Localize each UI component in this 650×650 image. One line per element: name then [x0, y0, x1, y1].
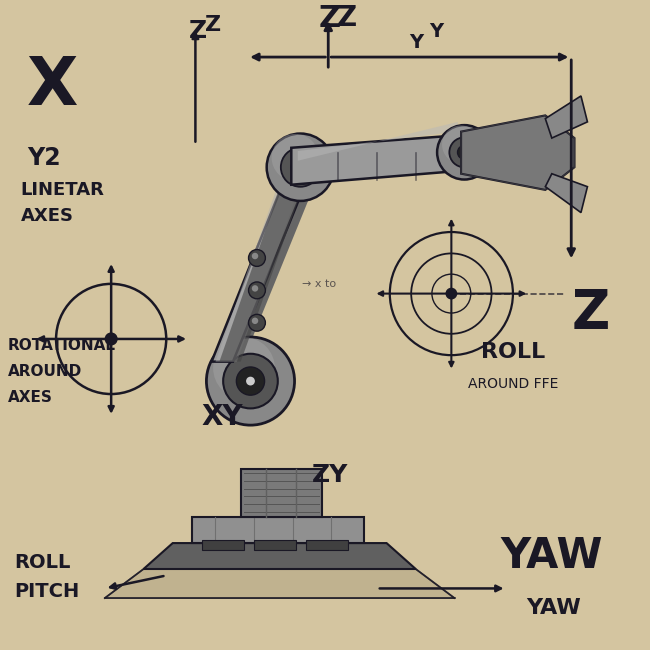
Polygon shape [192, 517, 364, 543]
Text: Z: Z [189, 19, 207, 43]
Circle shape [248, 250, 265, 266]
Text: ZY: ZY [312, 463, 348, 487]
Circle shape [248, 282, 265, 299]
Text: Y: Y [429, 21, 443, 41]
Text: PITCH: PITCH [14, 582, 79, 601]
Circle shape [272, 134, 318, 181]
Text: AROUND: AROUND [7, 364, 82, 379]
Circle shape [449, 137, 479, 167]
Polygon shape [306, 540, 348, 549]
Polygon shape [291, 135, 464, 185]
Polygon shape [545, 96, 588, 138]
Text: YAW: YAW [526, 598, 580, 618]
Text: XY: XY [202, 403, 244, 431]
Text: Z: Z [571, 287, 610, 339]
Text: → x to: → x to [302, 279, 337, 289]
Circle shape [442, 125, 480, 164]
Circle shape [246, 376, 255, 385]
Circle shape [266, 133, 334, 201]
Text: YAW: YAW [500, 535, 603, 577]
Polygon shape [240, 469, 322, 517]
Circle shape [105, 333, 117, 344]
Text: Y2: Y2 [27, 146, 60, 170]
Polygon shape [216, 167, 306, 361]
Circle shape [252, 285, 258, 292]
Circle shape [213, 337, 275, 399]
Text: Z: Z [318, 4, 341, 32]
Text: AXES: AXES [7, 390, 53, 405]
Circle shape [223, 354, 278, 408]
Circle shape [207, 337, 294, 425]
Text: Z: Z [337, 4, 357, 32]
Circle shape [237, 367, 265, 395]
Polygon shape [219, 167, 309, 361]
Polygon shape [545, 174, 588, 213]
Circle shape [446, 289, 456, 299]
Text: AXES: AXES [20, 207, 73, 225]
Polygon shape [144, 543, 416, 569]
Circle shape [291, 158, 310, 177]
Text: ROLL: ROLL [480, 342, 545, 362]
Text: Z: Z [205, 15, 221, 34]
Polygon shape [105, 569, 454, 598]
Text: X: X [27, 53, 78, 119]
Circle shape [297, 164, 304, 170]
Polygon shape [221, 167, 320, 361]
Circle shape [437, 125, 491, 179]
Text: Y: Y [410, 32, 423, 51]
Circle shape [248, 315, 265, 332]
Circle shape [462, 150, 467, 155]
Circle shape [281, 148, 320, 187]
Polygon shape [461, 116, 575, 190]
Polygon shape [202, 540, 244, 549]
Polygon shape [212, 167, 311, 361]
Text: ROLL: ROLL [14, 553, 70, 572]
Circle shape [252, 253, 258, 259]
Text: ROTATIONAL: ROTATIONAL [7, 338, 116, 353]
Circle shape [458, 146, 471, 159]
Circle shape [252, 318, 258, 324]
Text: AROUND FFE: AROUND FFE [467, 377, 558, 391]
Polygon shape [298, 122, 458, 161]
Text: LINETAR: LINETAR [20, 181, 104, 199]
Polygon shape [254, 540, 296, 549]
